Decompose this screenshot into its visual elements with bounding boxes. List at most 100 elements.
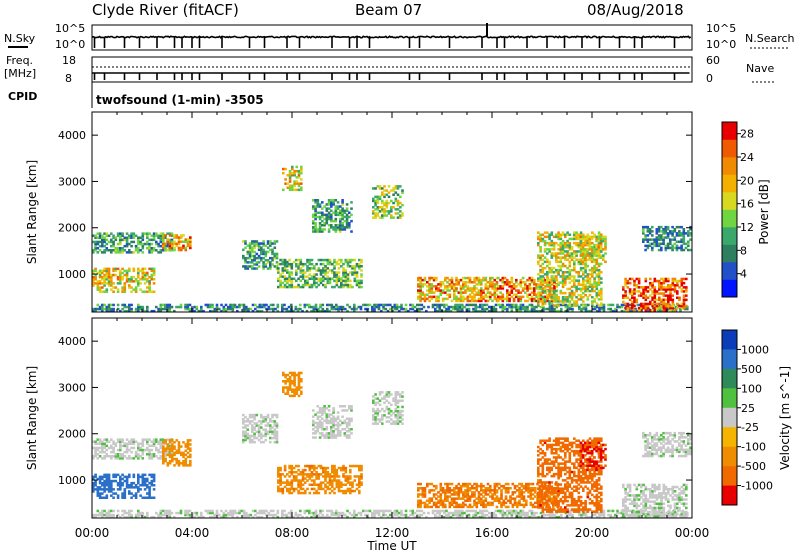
data-cell [577,233,581,236]
data-cell [277,267,280,270]
data-cell [566,513,570,517]
data-cell [577,246,581,249]
data-cell [646,296,650,299]
data-cell [537,295,541,299]
data-cell [588,289,592,293]
data-cell [521,511,525,515]
data-cell [404,509,408,513]
data-cell [257,246,261,249]
data-cell [486,299,490,303]
data-cell [372,212,375,215]
data-cell [546,235,549,239]
data-cell [139,288,142,291]
data-cell [143,275,147,279]
data-cell [286,489,289,493]
data-cell [105,288,109,291]
data-cell [277,479,280,482]
data-cell [130,290,133,293]
data-cell [657,248,661,252]
data-cell [432,291,436,294]
data-cell [497,303,500,307]
data-cell [290,279,294,283]
data-cell [139,249,142,252]
data-cell [468,295,472,299]
data-cell [297,265,300,268]
data-cell [184,303,187,307]
data-cell [355,283,359,287]
data-cell [130,481,133,485]
data-cell [552,279,556,282]
data-cell [682,238,686,241]
data-cell [552,235,556,239]
data-cell [170,232,174,235]
data-cell [128,267,131,271]
data-cell [255,430,259,433]
data-cell [384,307,388,311]
data-cell [482,291,485,294]
data-cell [501,303,505,307]
data-cell [257,434,261,438]
data-cell [103,513,106,517]
data-cell [676,290,679,293]
data-cell [312,511,316,515]
data-cell [646,225,650,229]
data-cell [279,281,282,285]
data-cell [331,485,334,489]
data-cell [669,230,672,233]
data-cell [125,457,129,460]
data-cell [128,475,131,479]
data-cell [651,290,654,293]
data-cell [344,275,348,278]
data-cell [96,492,100,495]
data-cell [555,260,558,264]
data-cell [602,256,605,259]
data-cell [459,285,463,288]
data-cell [328,260,332,264]
data-cell [107,282,111,285]
data-cell [456,305,460,309]
data-cell [587,303,590,307]
data-cell [489,281,492,284]
data-cell [319,464,323,468]
data-cell [325,209,329,212]
data-cell [432,276,436,280]
data-cell [101,307,104,311]
data-cell [143,271,147,275]
data-cell [579,239,583,243]
data-cell [400,303,403,307]
data-cell [653,286,657,289]
data-cell [267,307,271,311]
data-cell [277,475,280,478]
data-cell [355,273,359,276]
data-cell [297,184,301,187]
data-cell [491,276,494,280]
data-cell [671,230,674,233]
data-cell [653,296,657,299]
data-cell [662,279,666,283]
data-cell [164,236,167,239]
data-cell [141,251,145,254]
data-cell [455,295,458,299]
data-cell [188,309,192,313]
data-cell [119,453,122,456]
data-cell [277,279,280,283]
data-cell [283,485,287,489]
data-cell [121,513,124,517]
power-colorbar-tick-label: 4 [740,268,747,281]
data-cell [557,309,561,313]
data-cell [141,453,145,456]
data-cell [568,296,572,299]
data-cell [132,438,136,441]
data-cell [464,281,467,284]
data-cell [541,268,545,272]
data-cell [164,513,167,517]
data-cell [483,515,487,519]
data-cell [510,305,514,309]
data-cell [573,275,576,278]
data-cell [285,309,289,313]
data-cell [334,219,338,223]
data-cell [287,511,291,515]
data-cell [544,285,547,288]
data-cell [675,232,679,235]
data-cell [346,283,350,287]
